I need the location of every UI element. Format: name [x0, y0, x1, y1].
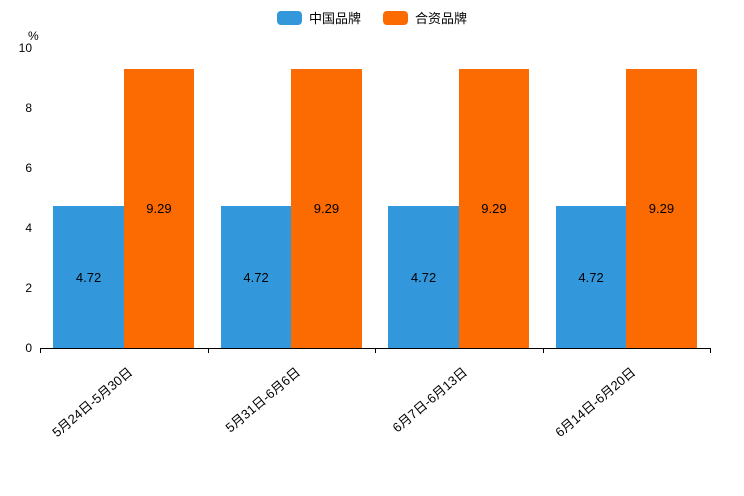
bar-合资品牌[interactable]: 9.29 [291, 69, 362, 348]
bar-合资品牌[interactable]: 9.29 [458, 69, 530, 348]
plot-groups: 4.72 9.29 4.72 9.29 4.72 9.29 4.72 9.29 [40, 48, 710, 348]
y-tick-label: 10 [18, 41, 32, 55]
x-axis-label: 6月14日-6月20日 [551, 364, 638, 440]
x-axis-tick [40, 348, 41, 353]
plot-area: 0 2 4 6 8 10 4.72 9.29 4.72 9.29 4.72 9.29 4.72 9.29… [19, 42, 711, 440]
bar-group: 4.72 9.29 [543, 48, 711, 348]
bar-value-label: 9.29 [481, 201, 507, 217]
bar-合资品牌[interactable]: 9.29 [123, 69, 195, 348]
legend-swatch [276, 10, 302, 25]
y-tick-label: 4 [25, 221, 32, 235]
y-tick-label: 6 [25, 161, 32, 175]
bar-合资品牌[interactable]: 9.29 [626, 69, 697, 348]
bar-value-label: 4.72 [243, 269, 269, 285]
bar-group: 4.72 9.29 [40, 48, 208, 348]
bar-中国品牌[interactable]: 4.72 [53, 206, 124, 348]
y-tick-label: 0 [25, 341, 32, 355]
x-axis-tick [375, 348, 376, 353]
y-tick-label: 2 [25, 281, 32, 295]
x-axis-tick [207, 348, 209, 353]
y-axis-unit-label: % [28, 29, 39, 43]
legend-item-合资品牌[interactable]: 合资品牌 [383, 8, 467, 27]
bar-中国品牌[interactable]: 4.72 [220, 206, 292, 348]
bar-value-label: 4.72 [578, 269, 604, 285]
y-tick-label: 8 [25, 101, 32, 115]
x-axis-label: 6月7日-6月13日 [389, 364, 471, 436]
legend-item-中国品牌[interactable]: 中国品牌 [276, 8, 361, 27]
legend-swatch [383, 10, 408, 25]
bar-value-label: 4.72 [75, 269, 102, 285]
x-axis-tick [710, 348, 711, 353]
bar-value-label: 4.72 [410, 269, 437, 285]
bar-中国品牌[interactable]: 4.72 [388, 206, 459, 348]
bar-group: 4.72 9.29 [208, 48, 376, 348]
legend-label: 合资品牌 [415, 11, 468, 26]
bar-value-label: 9.29 [313, 201, 340, 217]
legend: 中国品牌 合资品牌 [0, 8, 744, 27]
bar-中国品牌[interactable]: 4.72 [555, 206, 627, 348]
legend-label: 中国品牌 [308, 11, 361, 26]
bar-group: 4.72 9.29 [375, 48, 543, 348]
x-axis-label: 5月31日-6月6日 [222, 364, 303, 436]
bar-value-label: 9.29 [146, 201, 172, 217]
x-axis-label: 5月24日-5月30日 [49, 364, 136, 440]
x-axis-tick [542, 348, 544, 353]
bar-value-label: 9.29 [648, 201, 675, 217]
